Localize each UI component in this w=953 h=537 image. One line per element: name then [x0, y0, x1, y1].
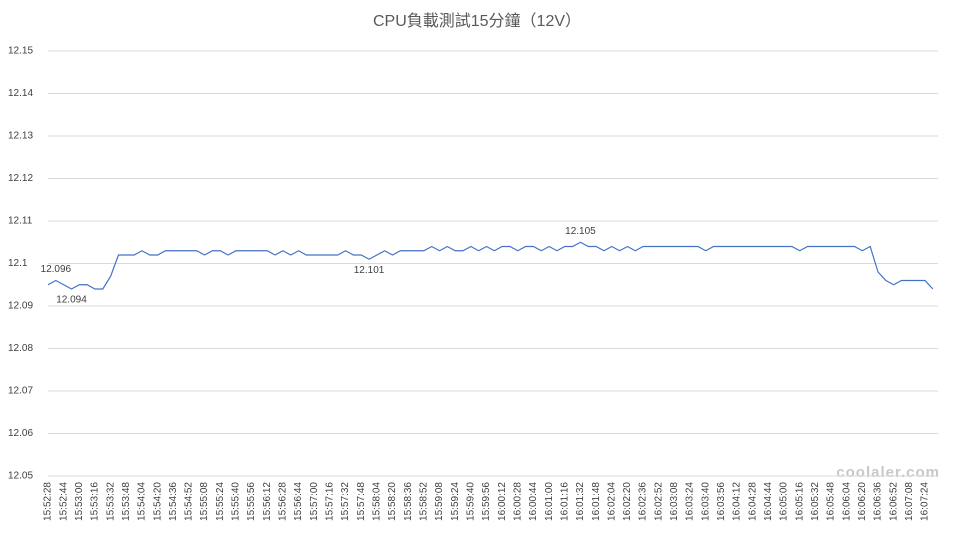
x-tick-label: 15:54:52 — [184, 482, 195, 521]
x-tick-label: 16:02:36 — [638, 482, 649, 521]
x-tick-label: 16:06:04 — [841, 482, 852, 521]
x-tick-label: 16:05:16 — [794, 482, 805, 521]
x-tick-label: 16:03:56 — [716, 482, 727, 521]
x-tick-label: 16:06:20 — [857, 482, 868, 521]
x-tick-label: 15:56:44 — [293, 482, 304, 521]
chart-title: CPU負載測試15分鐘（12V） — [373, 12, 581, 30]
x-tick-label: 15:58:20 — [387, 482, 398, 521]
x-tick-label: 16:03:24 — [685, 482, 696, 521]
x-tick-label: 16:04:28 — [747, 482, 758, 521]
x-tick-label: 15:57:48 — [356, 482, 367, 521]
x-tick-label: 15:58:04 — [372, 482, 383, 521]
y-tick-label: 12.1 — [8, 258, 28, 269]
x-tick-label: 16:06:36 — [873, 482, 884, 521]
x-tick-label: 15:52:28 — [43, 482, 54, 521]
y-tick-label: 12.09 — [8, 301, 33, 312]
x-tick-label: 16:03:40 — [700, 482, 711, 521]
x-tick-label: 16:01:32 — [575, 482, 586, 521]
x-tick-label: 15:59:08 — [434, 482, 445, 521]
x-tick-label: 15:53:32 — [105, 482, 116, 521]
x-tick-label: 16:01:00 — [544, 482, 555, 521]
y-tick-label: 12.13 — [8, 131, 33, 142]
x-tick-label: 15:56:12 — [262, 482, 273, 521]
x-tick-label: 15:56:28 — [278, 482, 289, 521]
y-tick-label: 12.05 — [8, 471, 33, 482]
data-label: 12.101 — [354, 265, 385, 276]
x-tick-label: 16:00:12 — [497, 482, 508, 521]
x-tick-label: 16:05:32 — [810, 482, 821, 521]
x-tick-label: 15:53:48 — [121, 482, 132, 521]
x-tick-label: 16:07:08 — [904, 482, 915, 521]
x-tick-label: 15:54:36 — [168, 482, 179, 521]
x-tick-label: 15:55:56 — [246, 482, 257, 521]
x-tick-label: 15:53:16 — [90, 482, 101, 521]
x-tick-label: 16:04:12 — [732, 482, 743, 521]
x-tick-label: 15:54:04 — [137, 482, 148, 521]
x-tick-label: 16:02:52 — [653, 482, 664, 521]
x-tick-label: 15:57:16 — [325, 482, 336, 521]
x-tick-label: 15:59:56 — [481, 482, 492, 521]
y-tick-label: 12.14 — [8, 88, 33, 99]
x-tick-label: 15:59:24 — [450, 482, 461, 521]
x-tick-label: 16:03:08 — [669, 482, 680, 521]
data-line — [47, 241, 934, 290]
x-tick-label: 16:00:28 — [512, 482, 523, 521]
x-tick-label: 16:00:44 — [528, 482, 539, 521]
x-tick-label: 15:57:32 — [340, 482, 351, 521]
x-tick-label: 15:55:40 — [231, 482, 242, 521]
x-tick-label: 15:55:24 — [215, 482, 226, 521]
x-tick-label: 15:58:52 — [418, 482, 429, 521]
x-tick-label: 16:01:48 — [591, 482, 602, 521]
data-label: 12.094 — [56, 295, 87, 306]
x-tick-label: 16:05:00 — [779, 482, 790, 521]
x-tick-label: 15:54:20 — [152, 482, 163, 521]
x-tick-label: 15:57:00 — [309, 482, 320, 521]
x-tick-label: 16:07:24 — [920, 482, 931, 521]
y-tick-label: 12.08 — [8, 343, 33, 354]
y-tick-label: 12.06 — [8, 428, 33, 439]
x-tick-label: 15:59:40 — [465, 482, 476, 521]
data-label: 12.105 — [565, 226, 596, 237]
x-tick-label: 16:01:16 — [559, 482, 570, 521]
y-tick-label: 12.15 — [8, 46, 33, 57]
x-tick-label: 16:02:20 — [622, 482, 633, 521]
x-tick-label: 15:53:00 — [74, 482, 85, 521]
x-tick-label: 16:02:04 — [606, 482, 617, 521]
x-tick-label: 16:06:52 — [888, 482, 899, 521]
x-tick-label: 15:58:36 — [403, 482, 414, 521]
x-tick-label: 16:05:48 — [826, 482, 837, 521]
y-tick-label: 12.07 — [8, 386, 33, 397]
watermark: coolaler.com — [836, 464, 940, 481]
y-tick-label: 12.11 — [8, 216, 33, 227]
x-tick-label: 16:04:44 — [763, 482, 774, 521]
data-label: 12.096 — [41, 264, 72, 275]
x-tick-label: 15:55:08 — [199, 482, 210, 521]
x-tick-label: 15:52:44 — [58, 482, 69, 521]
y-tick-label: 12.12 — [8, 173, 33, 184]
